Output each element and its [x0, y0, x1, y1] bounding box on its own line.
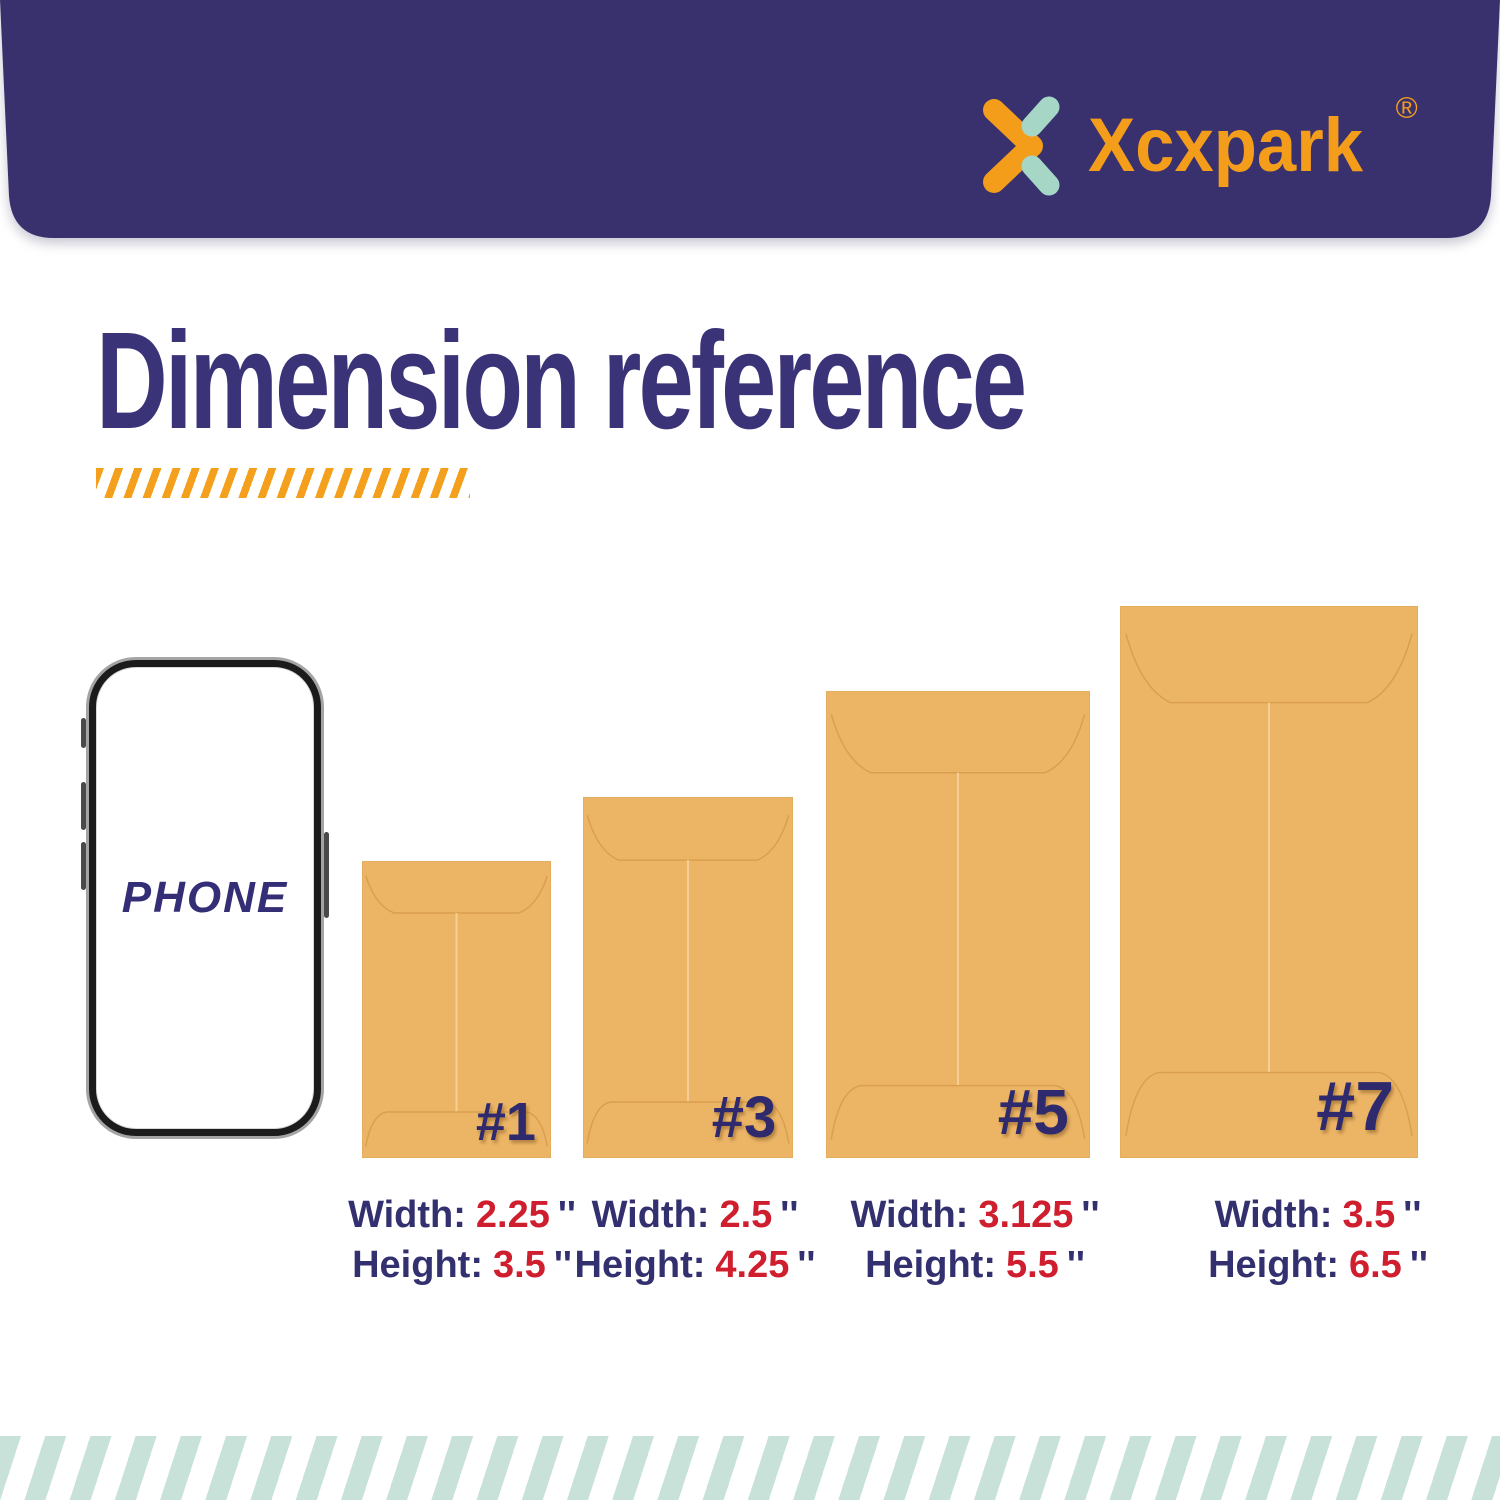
- width-line: Width: 2.5 '': [591, 1194, 799, 1236]
- envelope-size-label: #3: [711, 1085, 777, 1151]
- page-title: Dimension reference: [96, 304, 1027, 458]
- height-line: Height: 5.5 '': [865, 1244, 1085, 1286]
- envelope-size-label: #1: [475, 1092, 536, 1153]
- envelope-size-7: #7: [1120, 606, 1418, 1158]
- dimensions-envelope-7: Width: 3.5 '' Height: 6.5 '': [1208, 1190, 1428, 1290]
- brand-name: Xcxpark: [1088, 103, 1364, 188]
- dimensions-envelope-3: Width: 2.5 '' Height: 4.25 '': [575, 1190, 816, 1290]
- height-line: Height: 3.5 '': [352, 1244, 572, 1286]
- envelope-graphic: [826, 691, 1090, 1158]
- envelope-graphic: [1120, 606, 1418, 1158]
- envelope-size-label: #5: [997, 1076, 1069, 1148]
- envelope-size-1: #1: [362, 861, 551, 1158]
- envelope-graphic: [583, 797, 793, 1158]
- registered-trademark-icon: ®: [1395, 92, 1418, 125]
- phone-illustration: PHONE: [81, 657, 329, 1139]
- width-line: Width: 2.25 '': [348, 1194, 576, 1236]
- envelope-graphic: [362, 861, 551, 1158]
- width-line: Width: 3.125 '': [850, 1194, 1100, 1236]
- height-line: Height: 4.25 '': [574, 1244, 816, 1286]
- phone-button: [81, 718, 86, 748]
- phone-button: [81, 842, 86, 890]
- brand-logo: Xcxpark ®: [982, 92, 1418, 196]
- dimensions-envelope-1: Width: 2.25 '' Height: 3.5 '': [348, 1190, 576, 1290]
- phone-screen: PHONE: [96, 667, 314, 1129]
- brand-x-icon: [983, 96, 1060, 196]
- envelope-size-3: #3: [583, 797, 793, 1158]
- envelope-size-label: #7: [1316, 1067, 1395, 1146]
- dimensions-envelope-5: Width: 3.125 '' Height: 5.5 '': [851, 1190, 1100, 1290]
- phone-screen-label: PHONE: [121, 873, 289, 922]
- header-banner: [0, 0, 1500, 238]
- width-line: Width: 3.5 '': [1214, 1194, 1422, 1236]
- footer-accent-stripes: [0, 1436, 1500, 1500]
- envelope-size-5: #5: [826, 691, 1090, 1158]
- phone-button: [324, 832, 329, 918]
- phone-button: [81, 782, 86, 830]
- height-line: Height: 6.5 '': [1208, 1244, 1428, 1286]
- heading-accent-stripes: [96, 468, 470, 498]
